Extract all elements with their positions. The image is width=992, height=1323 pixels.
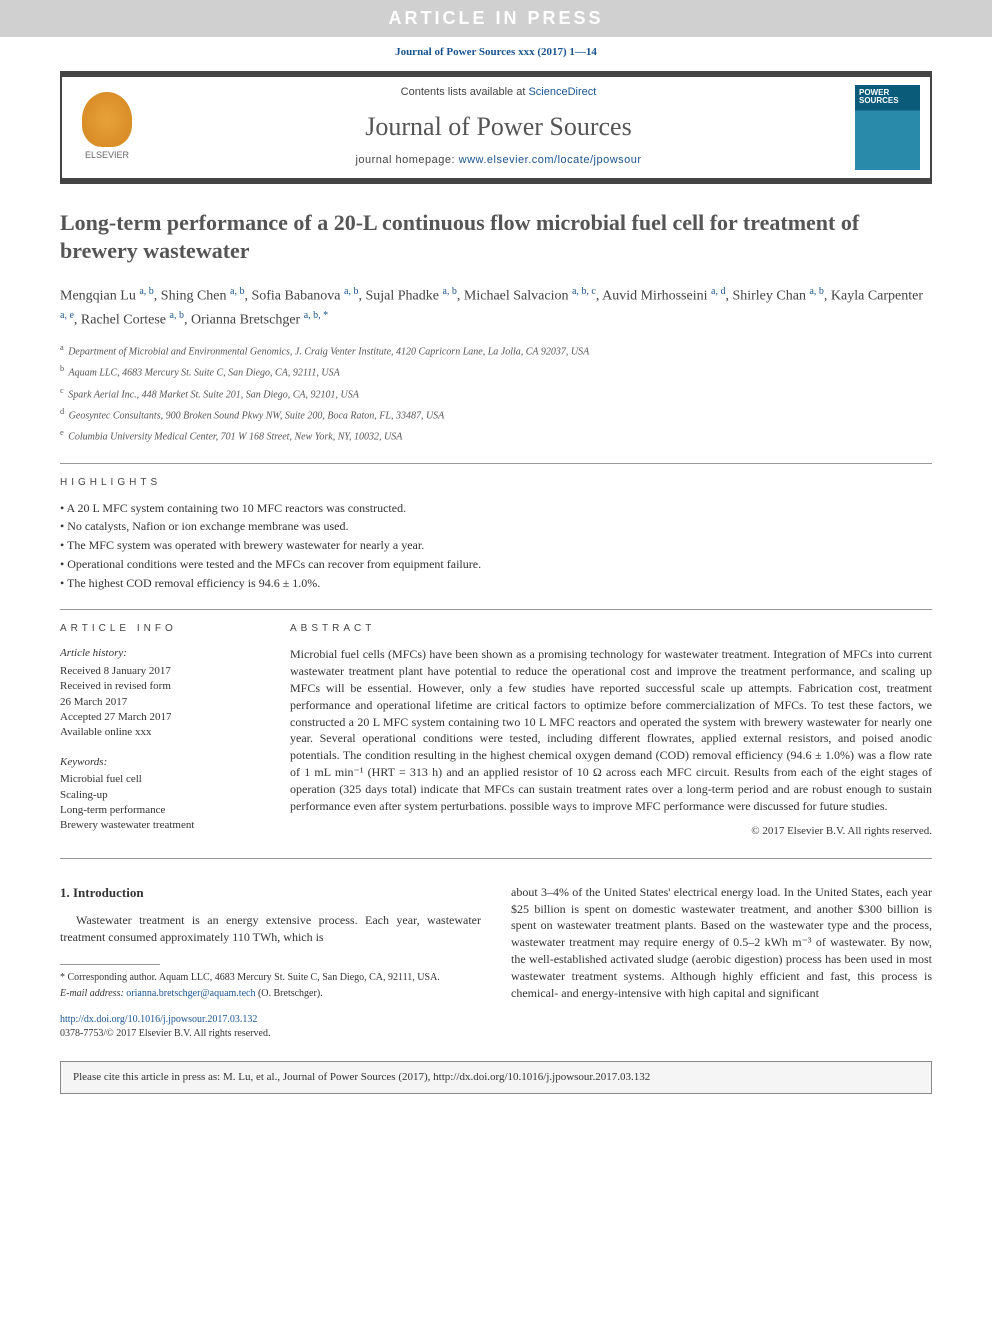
elsevier-label: ELSEVIER bbox=[85, 149, 129, 162]
highlights-list: A 20 L MFC system containing two 10 MFC … bbox=[60, 500, 932, 592]
keyword-line: Brewery wastewater treatment bbox=[60, 818, 260, 833]
header-center: Contents lists available at ScienceDirec… bbox=[142, 85, 855, 168]
corresponding-author-footnote: * Corresponding author. Aquam LLC, 4683 … bbox=[60, 971, 481, 985]
history-lines: Received 8 January 2017Received in revis… bbox=[60, 664, 260, 741]
highlight-item: No catalysts, Nafion or ion exchange mem… bbox=[60, 518, 932, 535]
body-left-column: 1. Introduction Wastewater treatment is … bbox=[60, 884, 481, 1003]
keyword-line: Microbial fuel cell bbox=[60, 772, 260, 787]
sciencedirect-link[interactable]: ScienceDirect bbox=[528, 86, 596, 98]
affiliation-line: b Aquam LLC, 4683 Mercury St. Suite C, S… bbox=[60, 363, 932, 380]
homepage-prefix: journal homepage: bbox=[355, 154, 458, 166]
abstract-heading: ABSTRACT bbox=[290, 622, 932, 636]
citation-request-box: Please cite this article in press as: M.… bbox=[60, 1061, 932, 1094]
history-line: Accepted 27 March 2017 bbox=[60, 710, 260, 725]
highlights-heading: HIGHLIGHTS bbox=[60, 476, 932, 490]
affiliations-block: a Department of Microbial and Environmen… bbox=[60, 342, 932, 445]
doi-line: http://dx.doi.org/10.1016/j.jpowsour.201… bbox=[60, 1013, 932, 1027]
footnote-divider bbox=[60, 964, 160, 965]
history-line: 26 March 2017 bbox=[60, 695, 260, 710]
contents-prefix: Contents lists available at bbox=[401, 86, 529, 98]
history-line: Received 8 January 2017 bbox=[60, 664, 260, 679]
highlight-item: The MFC system was operated with brewery… bbox=[60, 537, 932, 554]
body-columns: 1. Introduction Wastewater treatment is … bbox=[60, 884, 932, 1003]
keywords-heading: Keywords: bbox=[60, 755, 260, 770]
elsevier-logo: ELSEVIER bbox=[72, 87, 142, 167]
journal-homepage-line: journal homepage: www.elsevier.com/locat… bbox=[142, 153, 855, 168]
elsevier-tree-icon bbox=[82, 92, 132, 147]
journal-header: ELSEVIER Contents lists available at Sci… bbox=[60, 71, 932, 184]
email-label: E-mail address: bbox=[60, 988, 124, 999]
article-info-column: ARTICLE INFO Article history: Received 8… bbox=[60, 622, 260, 839]
abstract-column: ABSTRACT Microbial fuel cells (MFCs) hav… bbox=[290, 622, 932, 839]
intro-para-1: Wastewater treatment is an energy extens… bbox=[60, 912, 481, 946]
body-right-column: about 3–4% of the United States' electri… bbox=[511, 884, 932, 1003]
article-info-heading: ARTICLE INFO bbox=[60, 622, 260, 636]
author-list: Mengqian Lu a, b, Shing Chen a, b, Sofia… bbox=[60, 284, 932, 332]
affiliation-line: d Geosyntec Consultants, 900 Broken Soun… bbox=[60, 406, 932, 423]
doi-link[interactable]: http://dx.doi.org/10.1016/j.jpowsour.201… bbox=[60, 1014, 257, 1025]
intro-para-2: about 3–4% of the United States' electri… bbox=[511, 884, 932, 1002]
top-citation: Journal of Power Sources xxx (2017) 1—14 bbox=[60, 45, 932, 60]
paper-title: Long-term performance of a 20-L continuo… bbox=[60, 209, 932, 266]
article-in-press-banner: ARTICLE IN PRESS bbox=[0, 0, 992, 37]
article-history-heading: Article history: bbox=[60, 646, 260, 661]
journal-name: Journal of Power Sources bbox=[142, 109, 855, 145]
history-line: Available online xxx bbox=[60, 725, 260, 740]
highlight-item: Operational conditions were tested and t… bbox=[60, 556, 932, 573]
divider bbox=[60, 858, 932, 859]
highlight-item: The highest COD removal efficiency is 94… bbox=[60, 575, 932, 592]
affiliation-line: a Department of Microbial and Environmen… bbox=[60, 342, 932, 359]
divider bbox=[60, 609, 932, 610]
email-author-suffix: (O. Bretschger). bbox=[258, 988, 323, 999]
history-line: Received in revised form bbox=[60, 679, 260, 694]
info-abstract-row: ARTICLE INFO Article history: Received 8… bbox=[60, 622, 932, 839]
cover-title: POWER SOURCES bbox=[855, 85, 920, 111]
introduction-heading: 1. Introduction bbox=[60, 884, 481, 902]
keyword-line: Scaling-up bbox=[60, 788, 260, 803]
email-footnote: E-mail address: orianna.bretschger@aquam… bbox=[60, 987, 481, 1001]
keyword-line: Long-term performance bbox=[60, 803, 260, 818]
abstract-copyright: © 2017 Elsevier B.V. All rights reserved… bbox=[290, 824, 932, 839]
email-link[interactable]: orianna.bretschger@aquam.tech bbox=[126, 988, 255, 999]
journal-cover-thumbnail: POWER SOURCES bbox=[855, 85, 920, 170]
keyword-lines: Microbial fuel cellScaling-upLong-term p… bbox=[60, 772, 260, 834]
highlight-item: A 20 L MFC system containing two 10 MFC … bbox=[60, 500, 932, 517]
abstract-body: Microbial fuel cells (MFCs) have been sh… bbox=[290, 646, 932, 814]
contents-list-line: Contents lists available at ScienceDirec… bbox=[142, 85, 855, 100]
divider bbox=[60, 463, 932, 464]
affiliation-line: e Columbia University Medical Center, 70… bbox=[60, 427, 932, 444]
homepage-link[interactable]: www.elsevier.com/locate/jpowsour bbox=[459, 154, 642, 166]
issn-copyright-line: 0378-7753/© 2017 Elsevier B.V. All right… bbox=[60, 1027, 932, 1041]
affiliation-line: c Spark Aerial Inc., 448 Market St. Suit… bbox=[60, 385, 932, 402]
